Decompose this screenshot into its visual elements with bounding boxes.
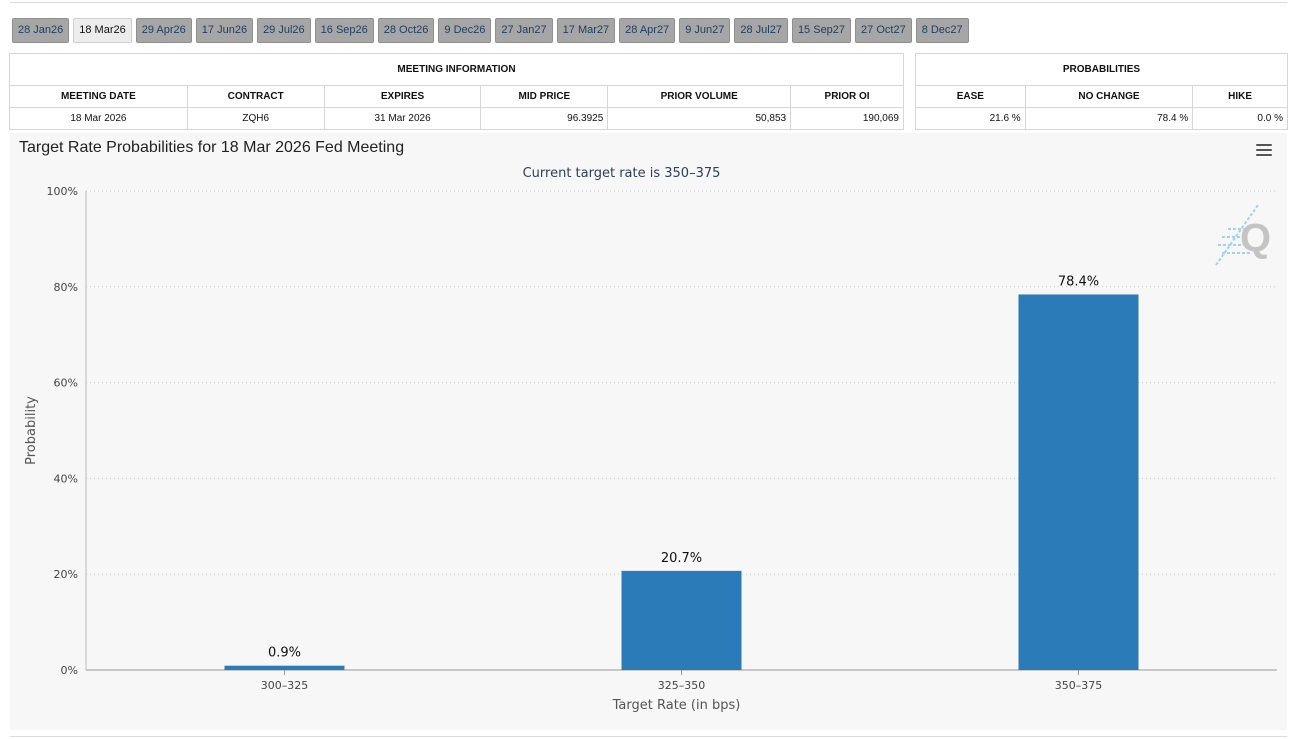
y-tick-label: 60% [54,377,78,390]
header-no-change: NO CHANGE [1024,85,1194,108]
header-prior-volume: PRIOR VOLUME [607,85,792,108]
tab-17-jun26[interactable]: 17 Jun26 [195,18,254,43]
x-tick-label: 300–325 [261,679,309,692]
header-ease: EASE [915,85,1026,108]
mid-price-value: 96.3925 [480,107,609,130]
data-label: 78.4% [1058,274,1099,289]
expires-value: 31 Mar 2026 [323,107,482,130]
table-row: 18 Mar 2026 ZQH6 31 Mar 2026 96.3925 50,… [9,107,904,130]
top-divider [10,2,1287,3]
meeting-information-title: MEETING INFORMATION [9,53,904,86]
y-axis-title: Probability [24,396,39,465]
header-expires: EXPIRES [323,85,482,108]
x-axis-title: Target Rate (in bps) [612,698,741,713]
tab-9-jun27[interactable]: 9 Jun27 [679,18,731,43]
y-tick-label: 40% [54,472,78,485]
data-label: 0.9% [268,646,301,661]
data-label: 20.7% [661,551,702,566]
bar-325–350 [621,570,742,670]
probabilities-title: PROBABILITIES [915,53,1288,86]
tab-15-sep27[interactable]: 15 Sep27 [791,18,852,43]
meeting-date-tabs: 28 Jan26 18 Mar26 29 Apr26 17 Jun26 29 Jul26… [12,18,969,43]
probabilities-table: PROBABILITIES EASE NO CHANGE HIKE 21.6 %… [915,53,1288,130]
prior-oi-value: 190,069 [790,107,904,130]
tab-27-oct27[interactable]: 27 Oct27 [855,18,912,43]
meeting-information-table: MEETING INFORMATION MEETING DATE CONTRAC… [9,53,904,130]
header-hike: HIKE [1192,85,1288,108]
header-meeting-date: MEETING DATE [9,85,188,108]
tab-28-apr27[interactable]: 28 Apr27 [619,18,676,43]
tab-29-apr26[interactable]: 29 Apr26 [135,18,192,43]
table-row: 21.6 % 78.4 % 0.0 % [915,107,1288,130]
y-tick-label: 0% [61,664,78,677]
meeting-date-value: 18 Mar 2026 [9,107,188,130]
tab-28-jul27[interactable]: 28 Jul27 [734,18,788,43]
chart-menu-icon[interactable] [1256,144,1272,158]
chart-title: Target Rate Probabilities for 18 Mar 202… [19,139,405,156]
header-mid-price: MID PRICE [480,85,609,108]
tab-17-mar27[interactable]: 17 Mar27 [556,18,616,43]
bottom-divider [10,736,1287,737]
prior-volume-value: 50,853 [607,107,792,130]
chart-panel: Target Rate Probabilities for 18 Mar 202… [10,133,1287,730]
bar-350–375 [1018,294,1139,670]
watermark-logo-icon: Q [1215,204,1271,266]
chart-subtitle: Current target rate is 350–375 [523,166,721,181]
y-tick-label: 100% [47,185,78,198]
tab-27-jan27[interactable]: 27 Jan27 [495,18,553,43]
tab-29-jul26[interactable]: 29 Jul26 [257,18,311,43]
watermark-letter: Q [1240,216,1271,260]
contract-value: ZQH6 [186,107,325,130]
x-tick-label: 325–350 [658,679,706,692]
tab-9-dec26[interactable]: 9 Dec26 [438,18,492,43]
hike-value: 0.0 % [1192,107,1288,130]
x-tick-label: 350–375 [1055,679,1103,692]
tab-28-jan26[interactable]: 28 Jan26 [12,18,70,43]
tab-28-oct26[interactable]: 28 Oct26 [377,18,435,43]
header-prior-oi: PRIOR OI [790,85,904,108]
y-tick-label: 80% [54,281,78,294]
no-change-value: 78.4 % [1024,107,1194,130]
header-contract: CONTRACT [186,85,325,108]
bar-chart: Current target rate is 350–375 0% 20% 40% 60… [24,166,1277,713]
bar-300–325 [224,665,345,670]
tab-18-mar26[interactable]: 18 Mar26 [73,18,132,43]
y-tick-label: 20% [54,568,78,581]
tab-16-sep26[interactable]: 16 Sep26 [314,18,374,43]
tab-8-dec27[interactable]: 8 Dec27 [915,18,969,43]
ease-value: 21.6 % [915,107,1026,130]
